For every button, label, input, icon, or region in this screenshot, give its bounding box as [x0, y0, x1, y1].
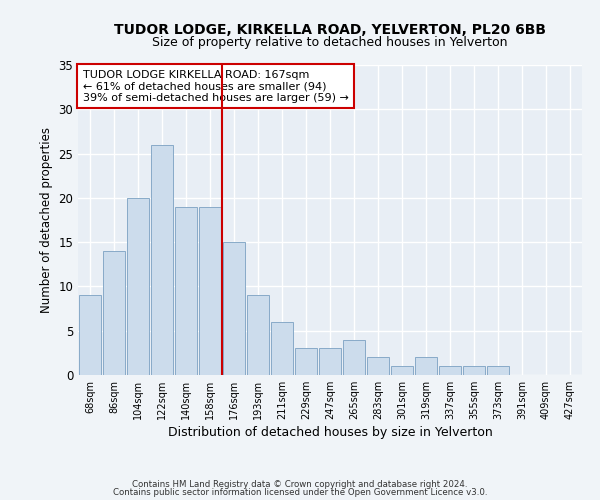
- X-axis label: Distribution of detached houses by size in Yelverton: Distribution of detached houses by size …: [167, 426, 493, 439]
- Bar: [391, 366, 413, 375]
- Bar: [415, 358, 437, 375]
- Text: TUDOR LODGE KIRKELLA ROAD: 167sqm
← 61% of detached houses are smaller (94)
39% : TUDOR LODGE KIRKELLA ROAD: 167sqm ← 61% …: [83, 70, 349, 103]
- Bar: [151, 144, 173, 375]
- Bar: [199, 206, 221, 375]
- Bar: [127, 198, 149, 375]
- Bar: [223, 242, 245, 375]
- Text: Size of property relative to detached houses in Yelverton: Size of property relative to detached ho…: [152, 36, 508, 49]
- Text: Contains public sector information licensed under the Open Government Licence v3: Contains public sector information licen…: [113, 488, 487, 497]
- Bar: [343, 340, 365, 375]
- Bar: [463, 366, 485, 375]
- Text: Contains HM Land Registry data © Crown copyright and database right 2024.: Contains HM Land Registry data © Crown c…: [132, 480, 468, 489]
- Bar: [367, 358, 389, 375]
- Bar: [79, 296, 101, 375]
- Bar: [103, 251, 125, 375]
- Bar: [247, 296, 269, 375]
- Y-axis label: Number of detached properties: Number of detached properties: [40, 127, 53, 313]
- Bar: [439, 366, 461, 375]
- Bar: [319, 348, 341, 375]
- Bar: [295, 348, 317, 375]
- Text: TUDOR LODGE, KIRKELLA ROAD, YELVERTON, PL20 6BB: TUDOR LODGE, KIRKELLA ROAD, YELVERTON, P…: [114, 22, 546, 36]
- Bar: [175, 206, 197, 375]
- Bar: [487, 366, 509, 375]
- Bar: [271, 322, 293, 375]
